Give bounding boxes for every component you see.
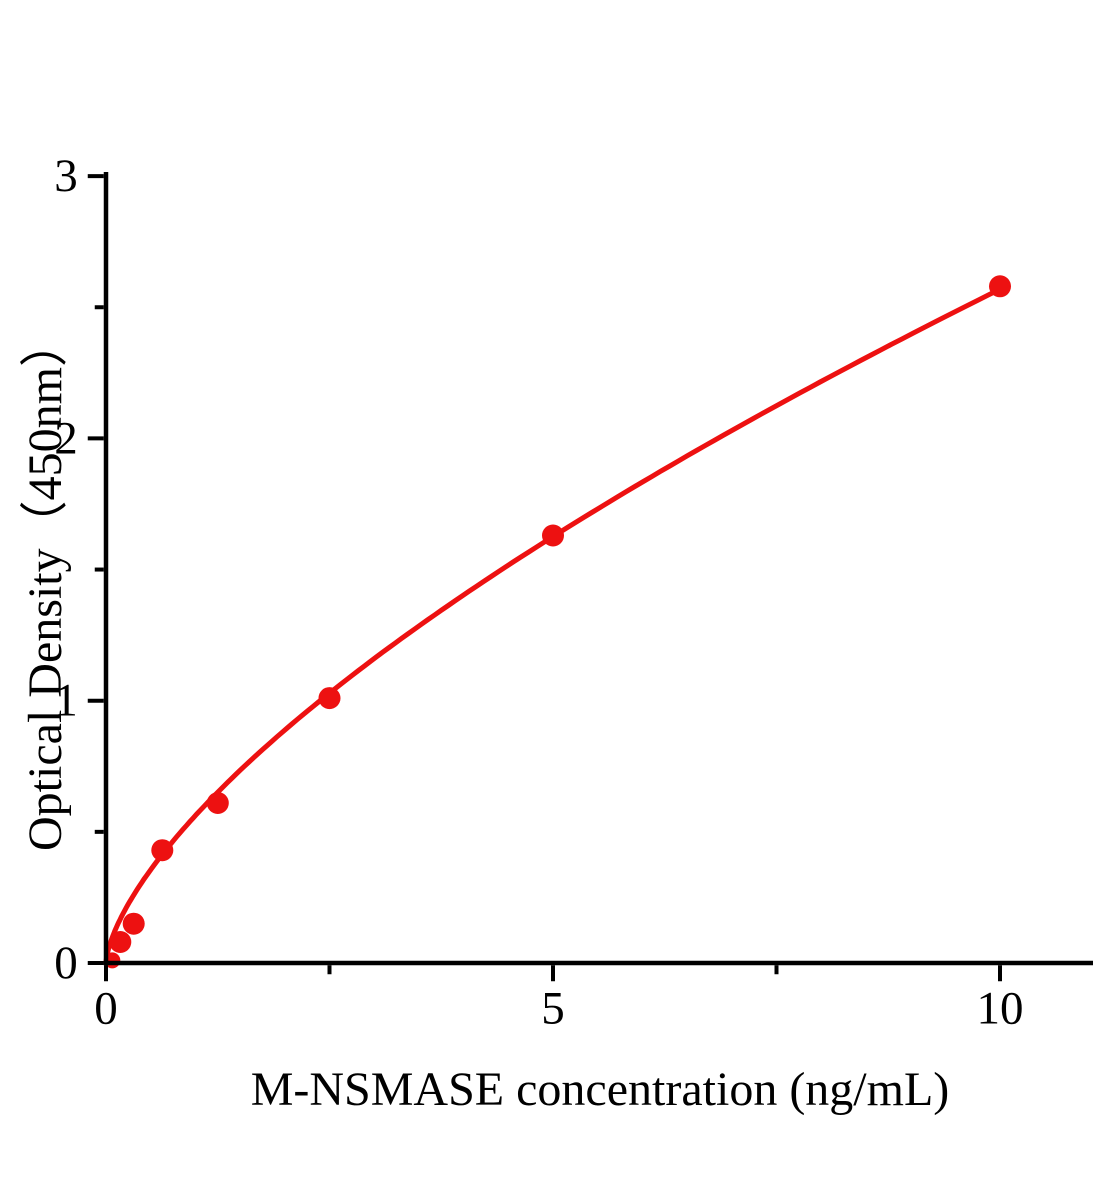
data-point xyxy=(989,275,1011,298)
data-point xyxy=(206,792,229,814)
x-axis-label: M-NSMASE concentration (ng/mL) xyxy=(250,1063,950,1116)
y-tick-label: 0 xyxy=(54,937,78,989)
x-tick-label: 0 xyxy=(94,982,118,1034)
data-point xyxy=(542,524,564,547)
x-tick-label: 5 xyxy=(541,982,565,1034)
data-point xyxy=(151,839,174,862)
data-point xyxy=(122,912,145,935)
y-tick-label: 3 xyxy=(54,150,78,202)
data-point xyxy=(318,687,341,710)
y-axis-label: Optical Density（450nm） xyxy=(19,319,72,851)
x-tick-label: 10 xyxy=(977,982,1024,1034)
y-tick-label: 1 xyxy=(54,675,78,727)
fit-curve xyxy=(103,286,1003,966)
y-tick-label: 2 xyxy=(54,412,78,464)
data-point xyxy=(109,931,132,953)
